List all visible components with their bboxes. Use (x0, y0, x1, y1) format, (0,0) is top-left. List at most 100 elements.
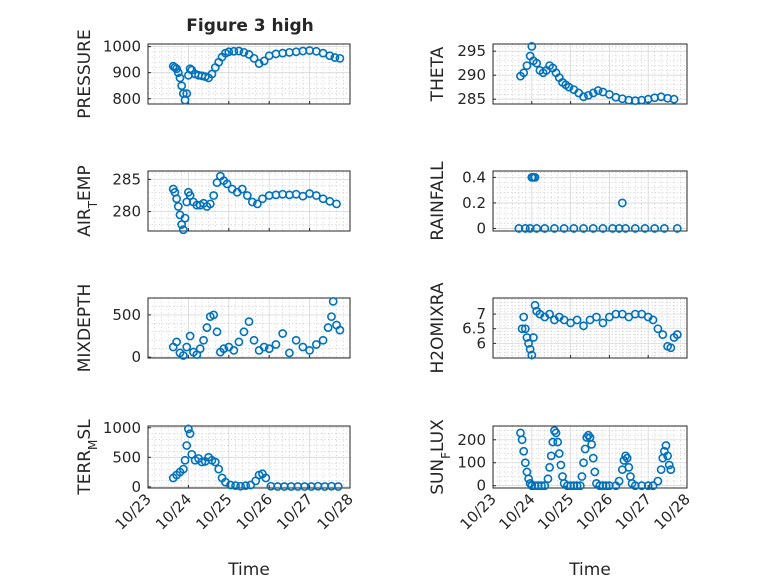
data-point (659, 224, 669, 233)
data-point (601, 481, 611, 491)
data-point (311, 191, 321, 200)
data-point (588, 224, 598, 233)
y-axis-label: H2OMIXRA (428, 282, 448, 373)
y-axis-label: AIRTEMP (75, 165, 100, 236)
data-point (540, 224, 550, 233)
y-tick-label: 200 (457, 431, 486, 449)
data-point (236, 481, 245, 491)
x-tick-label: 10/24 (152, 490, 195, 533)
x-tick-label: 10/26 (573, 490, 616, 533)
data-point (579, 92, 588, 102)
subplot-4: 0 0.2 0.4 RAINFALL (428, 161, 688, 241)
data-point (517, 324, 527, 334)
y-tick-label: 0 (131, 348, 141, 366)
x-axis-label: Time (227, 560, 270, 580)
data-point (664, 460, 674, 470)
data-point (580, 444, 590, 454)
data-point (598, 224, 608, 233)
data-point (253, 199, 262, 209)
data-point (579, 321, 588, 331)
data-point (278, 329, 288, 338)
subplot-3: 280 285 AIRTEMP (75, 165, 351, 237)
y-axis-label: THETA (428, 46, 448, 102)
data-point (182, 441, 192, 450)
data-point (524, 338, 533, 348)
data-point (332, 199, 341, 209)
data-point (264, 344, 274, 354)
data-point (551, 428, 561, 438)
data-point (173, 68, 183, 78)
data-point (540, 481, 550, 491)
y-tick-label: 6.5 (462, 320, 486, 338)
y-axis-label: MIXDEPTH (75, 284, 95, 373)
data-point (234, 46, 244, 56)
x-tick-label: 10/25 (192, 490, 235, 533)
data-point (199, 335, 208, 345)
data-point (237, 184, 247, 194)
data-point (592, 312, 601, 322)
figure-title: Figure 3 high (186, 16, 314, 36)
data-point (554, 449, 564, 458)
data-point (177, 220, 187, 229)
data-point (522, 61, 532, 70)
data-point (583, 90, 593, 100)
data-point (648, 481, 658, 491)
data-point (222, 179, 232, 189)
data-point (335, 325, 345, 335)
data-point (553, 437, 563, 447)
data-point (575, 481, 585, 491)
y-axis-label: RAINFALL (428, 161, 448, 241)
data-point (284, 348, 294, 358)
x-tick-label: 10/23 (112, 490, 155, 533)
data-point (621, 224, 630, 233)
data-point (195, 344, 205, 354)
data-point (249, 53, 259, 63)
data-point (624, 462, 634, 472)
data-point (318, 335, 328, 345)
subplot-1: 800 900 1000 PRESSURE (75, 29, 351, 119)
data-point (590, 467, 600, 477)
data-point (672, 330, 682, 339)
y-tick-label: 500 (112, 306, 141, 324)
data-point (530, 300, 540, 310)
data-point (532, 58, 542, 68)
data-point (291, 335, 301, 345)
data-point (259, 56, 269, 66)
data-point (527, 350, 537, 360)
data-point (546, 451, 556, 461)
subplot-5: 0 500 MIXDEPTH (75, 284, 351, 373)
data-point (177, 81, 187, 91)
y-tick-label: 285 (457, 90, 486, 108)
x-tick-label: 10/28 (651, 490, 694, 533)
data-point (579, 458, 588, 468)
data-point (249, 335, 259, 345)
data-point (178, 464, 188, 474)
data-point (182, 89, 192, 98)
data-point (183, 424, 193, 434)
data-point (209, 310, 219, 320)
data-point (325, 51, 335, 61)
data-point (305, 345, 314, 355)
data-point (229, 345, 239, 355)
axes-frame (147, 170, 351, 232)
data-point (185, 64, 195, 74)
data-point (525, 344, 535, 354)
y-tick-label: 1000 (103, 38, 141, 56)
data-point (180, 213, 190, 223)
y-tick-label: 290 (457, 66, 486, 84)
data-point (527, 42, 537, 51)
data-point (185, 191, 195, 200)
data-point (579, 224, 588, 233)
data-point (333, 482, 343, 491)
subplot-2: 285 290 295 THETA (428, 42, 688, 108)
y-tick-label: 100 (457, 454, 486, 472)
data-point (241, 481, 251, 491)
data-point (548, 437, 558, 447)
data-point (529, 333, 538, 342)
axes-frame (492, 425, 688, 489)
data-point (172, 337, 182, 347)
data-point (202, 323, 212, 332)
data-point (258, 194, 267, 204)
